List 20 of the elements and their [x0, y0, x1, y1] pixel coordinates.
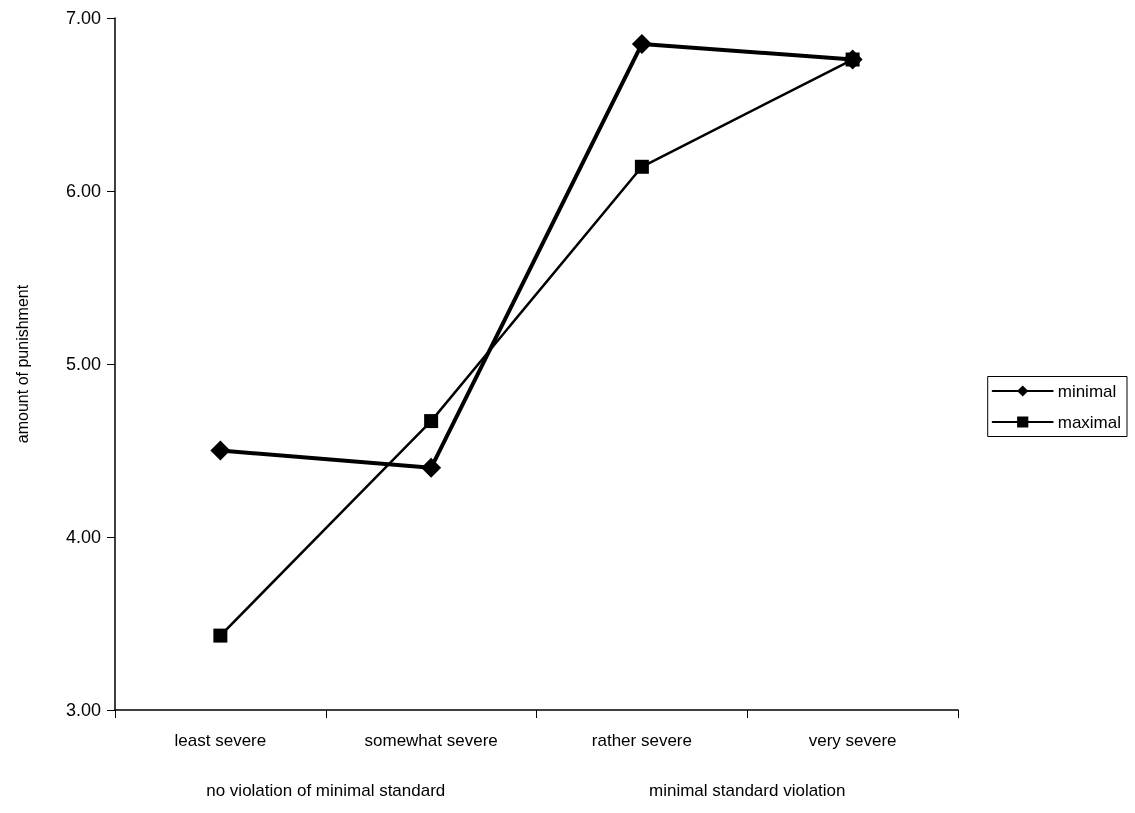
- y-tick-label: 5.00: [65, 354, 101, 374]
- point: [421, 457, 442, 478]
- y-tick-label: 4.00: [65, 527, 101, 547]
- y-tick-label: 6.00: [65, 181, 101, 201]
- legend-label: maximal: [1057, 412, 1122, 432]
- point: [210, 440, 231, 461]
- point: [213, 628, 228, 643]
- y-axis-title: amount of punishment: [13, 284, 31, 444]
- point: [634, 159, 649, 174]
- x-tick-label: very severe: [808, 731, 897, 750]
- point: [631, 33, 652, 54]
- y-tick-label: 3.00: [65, 700, 101, 720]
- text: no violation of minimal standard: [206, 780, 446, 800]
- x-tick-label: least severe: [174, 731, 267, 750]
- x-tick-label: somewhat severe: [364, 731, 498, 750]
- legend-label: minimal: [1057, 381, 1117, 401]
- point: [424, 414, 439, 429]
- text: minimal standard violation: [648, 780, 846, 800]
- y-tick-label: 7.00: [65, 8, 101, 28]
- x-tick-label: rather severe: [591, 731, 692, 750]
